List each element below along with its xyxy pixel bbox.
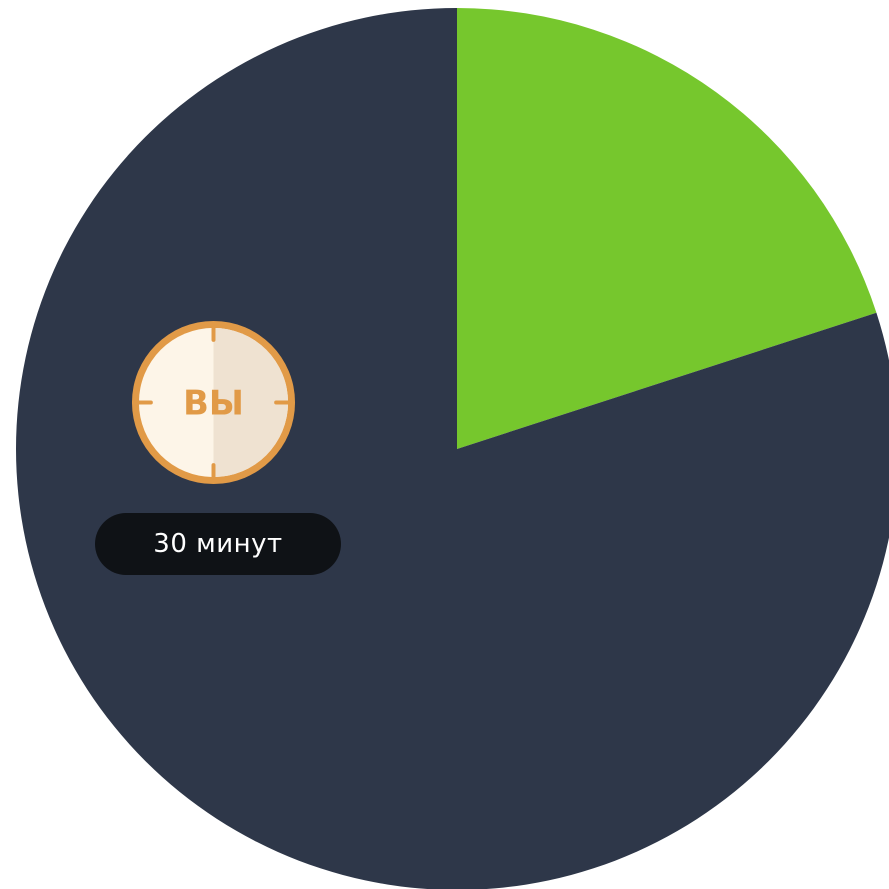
pie-slice-0 — [457, 8, 877, 449]
clock-ticks — [136, 325, 291, 480]
clock-icon: ВЫ — [131, 320, 296, 485]
clock-face-shade — [213, 327, 289, 478]
pie-slice-1 — [16, 8, 889, 889]
time-label: 30 минут — [95, 513, 341, 575]
you-label: ВЫ — [183, 383, 244, 422]
pie-slices — [16, 8, 889, 889]
user-marker: ВЫ 30 минут — [88, 305, 348, 585]
